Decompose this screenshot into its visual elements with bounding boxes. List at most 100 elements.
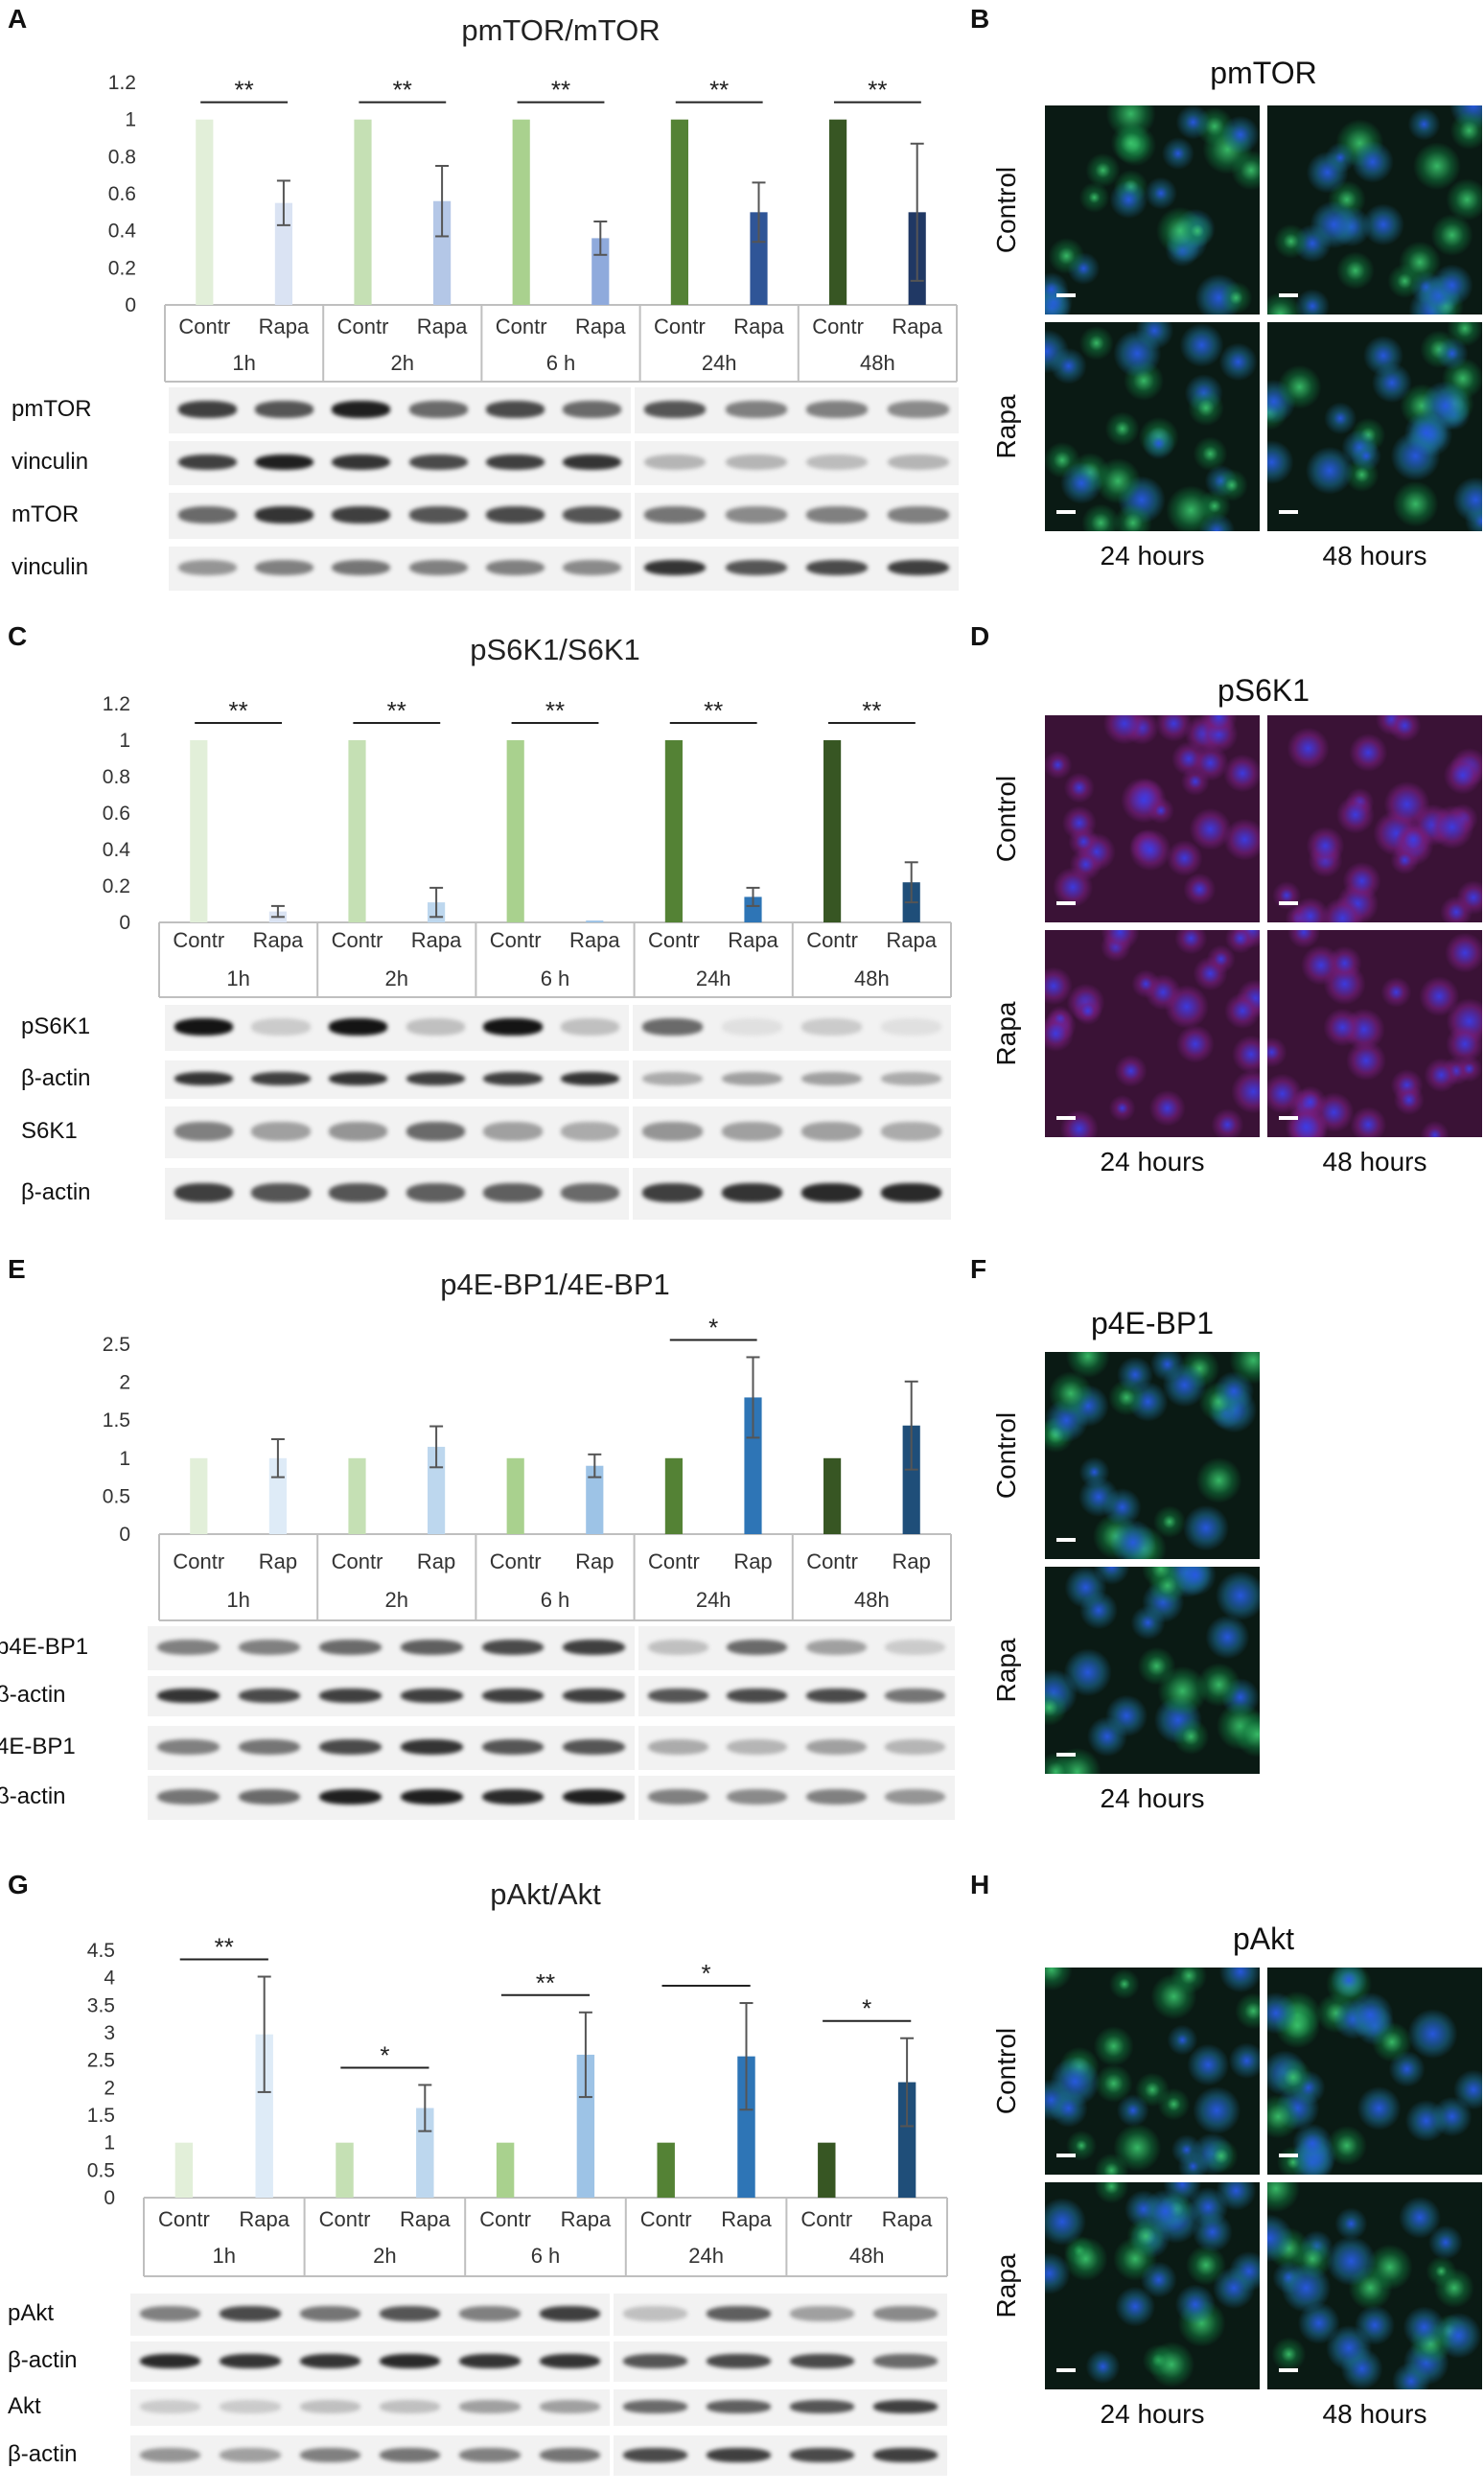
micrograph [1045,105,1260,314]
blot-strip [635,547,959,591]
if-panel-pakt: pAkt Control Rapa 24 hours 48 hours [968,1904,1484,2480]
blot-band [406,1122,465,1141]
blot-band [380,2306,441,2322]
blot-band [380,2400,441,2414]
blot-strip [169,387,631,433]
panel-letter-g: G [8,1870,29,1899]
significance-label: ** [709,76,729,105]
panel-letter-d: D [970,621,990,651]
blot-band [157,1639,220,1656]
micrograph [1267,930,1482,1137]
blot-band [790,2400,854,2414]
blot-strip [165,1106,629,1158]
chart-title: p4E-BP1/4E-BP1 [440,1268,670,1301]
category-label: Rapa [882,2207,933,2231]
blot-band [408,454,468,471]
blot-band [647,1639,708,1656]
category-label: Rap [417,1549,455,1573]
blot-band [481,1688,545,1703]
blot-label: β-actin [8,2441,78,2467]
blot-band [641,1122,704,1141]
blot-band [174,1018,233,1036]
panel-letter-h: H [970,1870,990,1899]
blot-band [251,1018,311,1036]
blot-band [220,2306,281,2322]
blot-band [220,2353,281,2368]
category-label: Contr [337,314,389,338]
blot-band [647,1788,708,1805]
scale-bar [1279,293,1298,297]
category-label: Contr [806,1549,858,1573]
group-label: 1h [226,1588,249,1612]
bar [829,119,847,306]
y-tick-label: 2 [104,2077,115,2099]
if-row-label: Rapa [991,394,1021,459]
blot-strip [614,2341,947,2382]
significance-label: ** [545,696,565,725]
category-label: Contr [812,314,864,338]
blot-band [481,1738,545,1756]
blot-band [254,506,314,524]
blot-band [238,1788,301,1805]
significance-label: ** [868,76,887,105]
group-label: 24h [696,1588,731,1612]
y-tick-label: 1 [125,109,136,131]
blot-band [401,1738,463,1756]
blot-band [485,401,545,418]
blot-strip [638,1626,955,1670]
micrograph [1267,105,1482,314]
category-label: Rapa [561,2207,612,2231]
blot-band [727,1639,788,1656]
blot-band [401,1788,463,1805]
blot-strip [614,2389,947,2426]
blot-strip [633,1106,951,1158]
blot-label: p4E-BP1 [0,1634,89,1660]
blot-band [140,2306,201,2322]
group-label: 24h [688,2244,724,2268]
scale-bar [1056,2368,1076,2372]
bar [506,740,524,922]
blot-strip [169,441,631,485]
blot-band [408,506,468,524]
bar [433,200,452,305]
bar [255,2034,273,2198]
y-tick-label: 2.5 [87,2050,115,2072]
if-title: pAkt [1232,1921,1295,1956]
blot-label: β-actin [8,2347,78,2373]
blot-band [725,506,787,524]
category-label: Contr [490,1549,542,1573]
scale-bar [1056,2154,1076,2157]
blot-band [220,2447,281,2462]
blot-band [177,559,237,576]
blot-band [459,2447,521,2462]
bar [428,1446,446,1534]
category-label: Rapa [569,928,620,952]
category-label: Rapa [411,928,462,952]
y-tick-label: 0.8 [103,766,130,788]
blot-band [707,2447,771,2462]
bar [902,1425,920,1534]
blot-label: β-actin [21,1179,91,1205]
blot-band [319,1688,382,1703]
blot-strip [165,1005,629,1051]
blot-band [647,1688,708,1703]
blot-band [563,1788,625,1805]
micrograph [1267,715,1482,922]
blot-strip [633,1060,951,1099]
group-label: 24h [702,351,737,375]
blot-band [790,2353,854,2368]
blot-band [790,2447,854,2462]
y-tick-label: 0.5 [87,2159,115,2181]
bar [586,920,604,922]
category-label: Rapa [892,314,942,338]
blot-band [885,1738,946,1756]
blot-band [485,506,545,524]
category-label: Contr [648,928,700,952]
y-tick-label: 4 [104,1968,115,1990]
significance-label: ** [387,696,406,725]
blot-strip [635,493,959,539]
significance-label: * [702,1959,711,1988]
blot-strip [130,2435,610,2476]
blot-label: pS6K1 [21,1013,91,1039]
blot-band [805,1738,867,1756]
